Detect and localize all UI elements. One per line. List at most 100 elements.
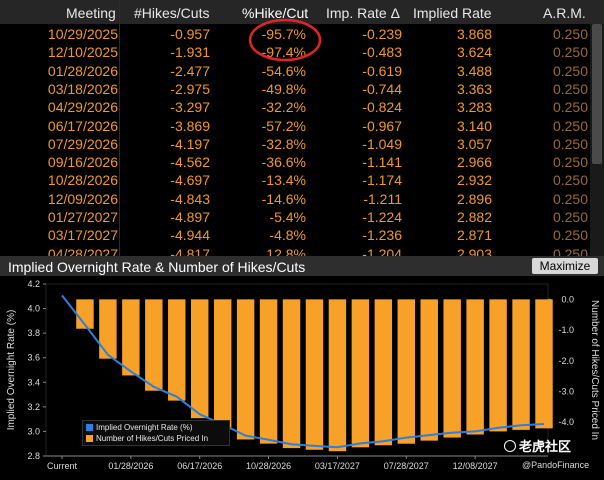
table-row[interactable]: 01/27/2027 -4.897 -5.4% -1.224 2.882 0.250 [0,208,604,227]
x-axis-tick-label: 10/28/2026 [246,461,291,471]
x-axis-tick-label: Current [47,461,78,471]
cell-hikes-cuts: -4.697 [170,172,210,189]
cell-pct-hike-cut: -57.2% [261,117,306,134]
left-axis-tick-label: 3.2 [27,402,40,412]
table-row[interactable]: 03/17/2027 -4.944 -4.8% -1.236 2.871 0.250 [0,226,604,245]
cell-arm: 0.250 [552,190,588,207]
hikes-cuts-bar [489,299,507,432]
cell-pct-hike-cut: -49.8% [261,80,306,97]
cell-imp-rate-delta: -0.824 [362,99,402,116]
table-row[interactable]: 10/29/2025 -0.957 -95.7% -0.239 3.868 0.250 [0,25,604,44]
cell-implied-rate: 2.882 [456,209,492,225]
right-axis-title: Number of Hikes/Cuts Priced In [589,300,600,440]
cell-arm: 0.250 [552,117,588,134]
cell-hikes-cuts: -4.197 [170,135,210,152]
left-axis-title: Implied Overnight Rate (%) [6,310,17,431]
hikes-cuts-bar [535,299,553,429]
cell-imp-rate-delta: -1.141 [362,154,402,171]
cell-implied-rate: 2.966 [456,154,492,171]
cell-imp-rate-delta: -1.236 [362,227,402,244]
col-header-meeting[interactable]: Meeting [66,5,116,21]
watermark: 老虎社区 [504,436,571,455]
cell-hikes-cuts: -4.562 [170,154,210,171]
hikes-cuts-bar [420,299,438,441]
cell-imp-rate-delta: -0.239 [362,26,402,42]
legend-label-rate: Implied Overnight Rate (%) [96,423,193,432]
right-axis-tick-label: -4.0 [558,417,574,427]
legend-item-rate: Implied Overnight Rate (%) [86,423,192,434]
cell-implied-rate: 3.140 [456,117,492,134]
cell-meeting: 10/29/2025 [47,26,118,42]
cell-imp-rate-delta: -1.204 [362,245,402,256]
cell-pct-hike-cut: -95.7% [261,26,306,42]
table-row[interactable]: 06/17/2026 -3.869 -57.2% -0.967 3.140 0.250 [0,117,604,136]
cell-hikes-cuts: -4.817 [170,245,210,256]
hikes-cuts-bar [374,299,393,446]
table-row[interactable]: 04/28/2027 -4.817 12.8% -1.204 2.903 0.250 [0,245,604,256]
column-divider [119,0,120,256]
col-header-hikes-cuts[interactable]: #Hikes/Cuts [134,5,210,21]
x-axis-tick-label: 12/08/2027 [453,461,498,471]
chart-legend: Implied Overnight Rate (%) Number of Hik… [82,420,230,446]
table-row[interactable]: 04/29/2026 -3.297 -32.2% -0.824 3.283 0.250 [0,98,604,117]
cell-meeting: 03/17/2027 [47,227,118,244]
cell-meeting: 04/29/2026 [47,99,118,116]
left-axis-tick-label: 3.6 [27,353,40,363]
col-header-arm[interactable]: A.R.M. [543,5,586,21]
left-axis-tick-label: 4.2 [27,279,40,289]
cell-hikes-cuts: -0.957 [170,26,210,42]
cell-imp-rate-delta: -0.483 [362,44,402,61]
cell-implied-rate: 3.488 [456,62,492,79]
col-header-imp-rate-delta[interactable]: Imp. Rate Δ [326,5,400,21]
cell-meeting: 12/10/2025 [47,44,118,61]
chart-header: Implied Overnight Rate & Number of Hikes… [0,256,604,276]
cell-pct-hike-cut: -97.4% [261,44,306,61]
col-header-implied-rate[interactable]: Implied Rate [413,5,492,21]
left-axis-tick-label: 2.8 [27,451,40,461]
table-row[interactable]: 10/28/2026 -4.697 -13.4% -1.174 2.932 0.250 [0,171,604,190]
cell-arm: 0.250 [552,99,588,116]
hikes-cuts-bar [282,299,301,449]
cell-arm: 0.250 [552,26,588,42]
cell-pct-hike-cut: -14.6% [261,190,306,207]
hikes-cuts-table: Meeting #Hikes/Cuts %Hike/Cut Imp. Rate … [0,0,604,256]
table-row[interactable]: 12/10/2025 -1.931 -97.4% -0.483 3.624 0.250 [0,43,604,62]
table-row[interactable]: 03/18/2026 -2.975 -49.8% -0.744 3.363 0.250 [0,80,604,99]
watermark-handle: @PandoFinance [522,460,590,470]
cell-meeting: 07/29/2026 [47,135,118,152]
cell-meeting: 01/27/2027 [47,209,118,225]
cell-implied-rate: 3.057 [456,135,492,152]
table-header: Meeting #Hikes/Cuts %Hike/Cut Imp. Rate … [0,0,604,24]
cell-arm: 0.250 [552,172,588,189]
tiger-logo-icon [504,440,516,452]
cell-meeting: 04/28/2027 [47,245,118,256]
right-axis-tick-label: -1.0 [558,325,574,335]
hikes-cuts-bar [512,299,530,430]
cell-pct-hike-cut: -32.8% [261,135,306,152]
table-row[interactable]: 09/16/2026 -4.562 -36.6% -1.141 2.966 0.250 [0,153,604,172]
table-row[interactable]: 01/28/2026 -2.477 -54.6% -0.619 3.488 0.250 [0,62,604,81]
cell-pct-hike-cut: -4.8% [269,227,306,244]
hikes-cuts-bar [99,299,117,359]
cell-pct-hike-cut: -5.4% [269,209,306,225]
col-header-pct-hike-cut[interactable]: %Hike/Cut [242,5,309,21]
cell-hikes-cuts: -2.477 [170,62,210,79]
cell-hikes-cuts: -4.897 [170,209,210,225]
cell-arm: 0.250 [552,245,588,256]
right-axis-tick-label: -2.0 [558,356,574,366]
chart-title: Implied Overnight Rate & Number of Hikes… [8,259,306,275]
cell-imp-rate-delta: -1.211 [363,190,402,207]
table-row[interactable]: 12/09/2026 -4.843 -14.6% -1.211 2.896 0.250 [0,190,604,209]
table-scroll-thumb[interactable] [592,24,602,164]
cell-meeting: 10/28/2026 [47,172,118,189]
cell-implied-rate: 2.896 [456,190,492,207]
maximize-button[interactable]: Maximize [532,258,598,274]
cell-arm: 0.250 [552,62,588,79]
hikes-cuts-bar [259,299,278,444]
x-axis-tick-label: 06/17/2026 [177,461,222,471]
cell-implied-rate: 2.903 [456,245,492,256]
table-row[interactable]: 07/29/2026 -4.197 -32.8% -1.049 3.057 0.250 [0,135,604,154]
cell-meeting: 03/18/2026 [47,80,118,97]
cell-meeting: 06/17/2026 [47,117,118,134]
legend-swatch-blue [86,424,93,431]
